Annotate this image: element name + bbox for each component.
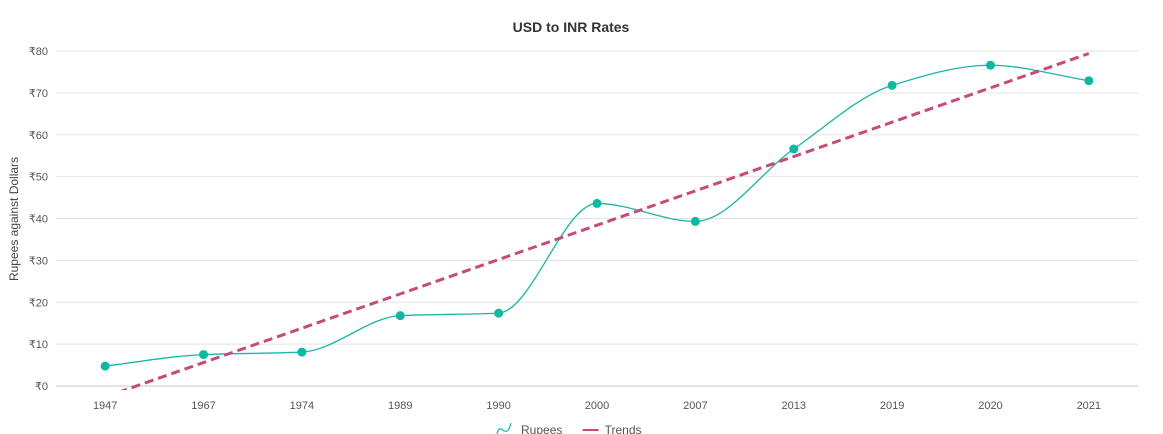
- data-point[interactable]: [1084, 76, 1094, 86]
- x-tick-label: 1947: [93, 400, 117, 412]
- x-tick-label: 2020: [978, 400, 1002, 412]
- series-line-trends: [120, 52, 1090, 390]
- data-point[interactable]: [887, 80, 897, 90]
- data-point[interactable]: [297, 347, 307, 357]
- y-axis-label: Rupees against Dollars: [7, 157, 21, 281]
- y-tick-label: ₹30: [29, 255, 48, 267]
- data-point[interactable]: [985, 60, 995, 70]
- y-tick-label: ₹60: [29, 130, 48, 142]
- y-tick-label: ₹0: [35, 381, 48, 393]
- y-axis-ticks: ₹0 ₹10 ₹20 ₹30 ₹40 ₹50 ₹60 ₹70 ₹80: [29, 46, 48, 393]
- y-tick-label: ₹40: [29, 214, 48, 226]
- x-tick-label: 2019: [880, 400, 904, 412]
- markers-layer: [100, 60, 1094, 371]
- legend-label[interactable]: Rupees: [521, 423, 562, 434]
- data-point[interactable]: [592, 198, 602, 208]
- x-axis-ticks: 1947 1967 1974 1989 1990 2000 2007 2013 2019 2020…: [93, 400, 1101, 412]
- x-tick-label: 1989: [388, 400, 412, 412]
- series-line-rupees: [105, 64, 1089, 367]
- data-point[interactable]: [494, 308, 504, 318]
- x-tick-label: 1990: [486, 400, 510, 412]
- gridlines: [56, 50, 1138, 387]
- x-tick-label: 2007: [683, 400, 707, 412]
- x-tick-label: 1974: [290, 400, 314, 412]
- y-tick-label: ₹70: [29, 88, 48, 100]
- x-tick-label: 2021: [1077, 400, 1101, 412]
- series-layer: [105, 52, 1090, 390]
- x-tick-label: 2000: [585, 400, 609, 412]
- y-tick-label: ₹80: [29, 46, 48, 58]
- legend-symbol-rupees: [496, 422, 512, 434]
- data-point[interactable]: [690, 216, 700, 226]
- y-tick-label: ₹50: [29, 172, 48, 184]
- data-point[interactable]: [789, 144, 799, 154]
- legend-label[interactable]: Trends: [605, 423, 642, 434]
- x-tick-label: 2013: [781, 400, 805, 412]
- y-tick-label: ₹10: [29, 339, 48, 351]
- chart-title: USD to INR Rates: [513, 19, 630, 35]
- x-tick-label: 1967: [191, 400, 215, 412]
- data-point[interactable]: [395, 311, 405, 321]
- data-point[interactable]: [199, 350, 209, 360]
- y-tick-label: ₹20: [29, 297, 48, 309]
- data-point[interactable]: [100, 361, 110, 371]
- legend: Rupees Trends: [496, 422, 642, 434]
